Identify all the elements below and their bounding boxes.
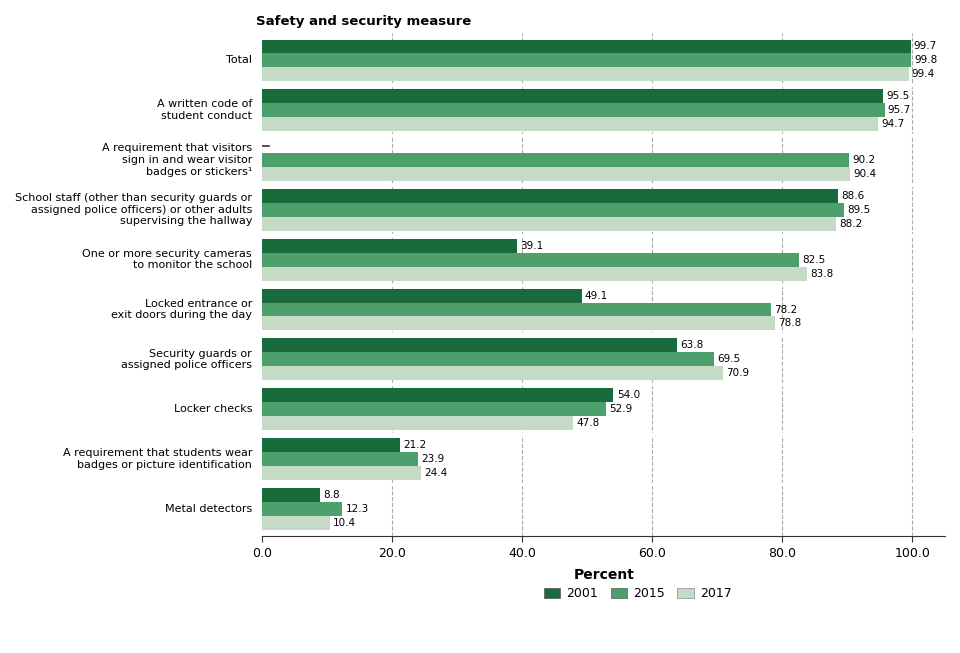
Bar (262, 239, 516, 253)
Text: 47.8: 47.8 (576, 418, 600, 428)
Text: 90.4: 90.4 (853, 169, 876, 179)
Text: 24.4: 24.4 (424, 468, 447, 478)
Bar (262, 217, 836, 231)
Bar (262, 253, 799, 266)
Bar (262, 118, 878, 131)
Bar (262, 502, 343, 516)
Bar (262, 289, 582, 302)
Text: 95.5: 95.5 (886, 91, 910, 101)
Text: 89.5: 89.5 (848, 205, 871, 215)
Text: 8.8: 8.8 (323, 490, 340, 500)
Bar (262, 167, 851, 181)
Bar (262, 317, 775, 330)
Bar (262, 39, 910, 54)
Bar (262, 452, 418, 466)
Text: 99.4: 99.4 (912, 69, 935, 80)
Bar (262, 103, 884, 118)
Text: 82.5: 82.5 (802, 255, 826, 264)
Text: 78.8: 78.8 (778, 319, 802, 328)
Text: 90.2: 90.2 (852, 155, 876, 165)
Bar (262, 416, 573, 430)
Bar (262, 266, 807, 281)
Text: 12.3: 12.3 (346, 503, 369, 514)
Bar (262, 389, 613, 402)
Bar (262, 516, 330, 530)
Text: Safety and security measure: Safety and security measure (255, 15, 470, 28)
Bar (262, 466, 421, 480)
Bar (262, 338, 677, 353)
Text: 23.9: 23.9 (421, 454, 444, 464)
Text: 78.2: 78.2 (774, 304, 797, 315)
Text: 83.8: 83.8 (810, 268, 833, 279)
Bar (262, 67, 908, 82)
Text: 88.2: 88.2 (839, 219, 862, 229)
Text: 54.0: 54.0 (616, 390, 639, 400)
Text: 49.1: 49.1 (585, 291, 608, 300)
Bar (262, 488, 320, 502)
X-axis label: Percent: Percent (573, 568, 635, 582)
Bar (262, 366, 723, 380)
Legend: 2001, 2015, 2017: 2001, 2015, 2017 (539, 582, 736, 605)
Bar (262, 89, 883, 103)
Bar (262, 54, 911, 67)
Text: 70.9: 70.9 (727, 368, 750, 378)
Bar (262, 402, 607, 416)
Text: 99.8: 99.8 (915, 56, 938, 65)
Bar (262, 302, 771, 317)
Text: 21.2: 21.2 (403, 440, 427, 450)
Text: 94.7: 94.7 (881, 119, 904, 129)
Text: 69.5: 69.5 (717, 355, 741, 364)
Text: 10.4: 10.4 (333, 518, 356, 528)
Text: 95.7: 95.7 (888, 105, 911, 115)
Text: 99.7: 99.7 (914, 42, 937, 52)
Text: 39.1: 39.1 (520, 241, 543, 251)
Bar (262, 189, 838, 203)
Text: 52.9: 52.9 (610, 404, 633, 414)
Bar (262, 353, 714, 366)
Bar (262, 438, 400, 452)
Text: 88.6: 88.6 (842, 191, 865, 201)
Bar (262, 203, 844, 217)
Text: 63.8: 63.8 (681, 340, 704, 351)
Bar (262, 153, 849, 167)
